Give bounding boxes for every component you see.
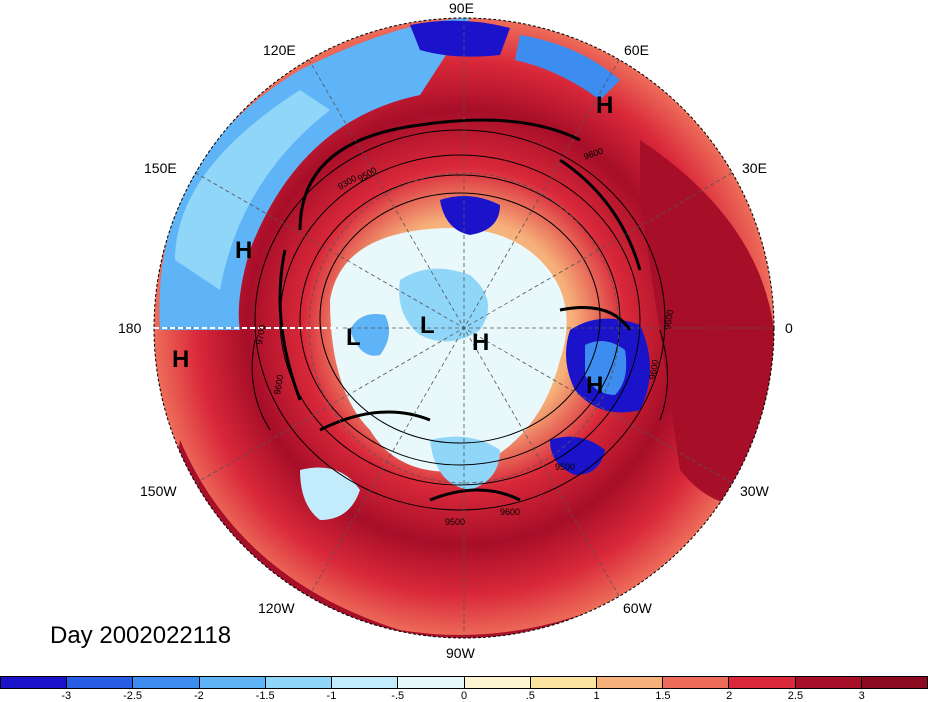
longitude-label: 150E: [144, 160, 177, 176]
colorbar-tick-label: .5: [525, 690, 535, 702]
longitude-label: 120E: [263, 42, 296, 58]
colorbar-swatch: [199, 677, 266, 688]
high-pressure-label: H: [596, 92, 613, 119]
colorbar-tick-label: -2.5: [123, 690, 143, 702]
colorbar-swatch: [398, 677, 465, 688]
contour-label: 9600: [662, 309, 675, 330]
longitude-label: 60W: [623, 600, 652, 616]
longitude-label: 30E: [742, 160, 767, 176]
colorbar-swatch: [67, 677, 134, 688]
longitude-label: 30W: [740, 483, 769, 499]
colorbar-tick-label: -2: [193, 690, 204, 702]
contour-label: 9500: [445, 517, 465, 527]
longitude-label: 90E: [449, 0, 474, 16]
high-pressure-label: H: [172, 346, 189, 373]
day-title: Day 2002022118: [50, 622, 232, 649]
longitude-label: 0: [785, 320, 793, 336]
colorbar-swatch: [133, 677, 200, 688]
map-boundary: [153, 17, 775, 639]
colorbar-tick-label: -1: [326, 690, 337, 702]
colorbar-swatch: [729, 677, 796, 688]
contour-label: 9700: [254, 324, 267, 345]
colorbar-tick-label: -3: [61, 690, 72, 702]
longitude-label: 90W: [446, 645, 475, 661]
colorbar-tick-label: 0: [460, 690, 468, 702]
low-pressure-label: L: [346, 324, 361, 351]
colorbar-tick-label: 2: [726, 690, 733, 702]
contour-label: 9600: [272, 374, 285, 395]
longitude-label: 120W: [258, 600, 295, 616]
colorbar-tick-label: -.5: [391, 690, 405, 702]
longitude-label: 150W: [140, 483, 177, 499]
colorbar-swatch: [663, 677, 730, 688]
colorbar-swatch: [596, 677, 664, 688]
colorbar-swatch: [265, 677, 333, 688]
colorbar-swatch: [464, 677, 531, 688]
colorbar-swatch: [530, 677, 597, 688]
high-pressure-label: H: [586, 372, 603, 399]
colorbar-tick-label: 2.5: [787, 690, 804, 702]
low-pressure-label: L: [420, 312, 435, 339]
colorbar: [0, 676, 928, 689]
contour-label: 9600: [647, 359, 660, 380]
high-pressure-label: H: [472, 329, 489, 356]
high-pressure-label: H: [235, 237, 252, 264]
colorbar-tick-label: 1: [593, 690, 600, 702]
colorbar-swatch: [795, 677, 862, 688]
colorbar-tick-label: -1.5: [255, 690, 275, 702]
colorbar-tick-label: 3: [858, 690, 865, 702]
colorbar-swatch: [1, 677, 68, 688]
colorbar-swatch: [332, 677, 399, 688]
height-contours: [251, 118, 668, 511]
colorbar-swatch: [861, 677, 928, 688]
contour-label: 9600: [500, 507, 520, 517]
contour-label: 9500: [555, 462, 575, 472]
colorbar-tick-label: 1.5: [655, 690, 671, 702]
longitude-label: 60E: [624, 42, 649, 58]
longitude-label: 180: [118, 320, 142, 336]
